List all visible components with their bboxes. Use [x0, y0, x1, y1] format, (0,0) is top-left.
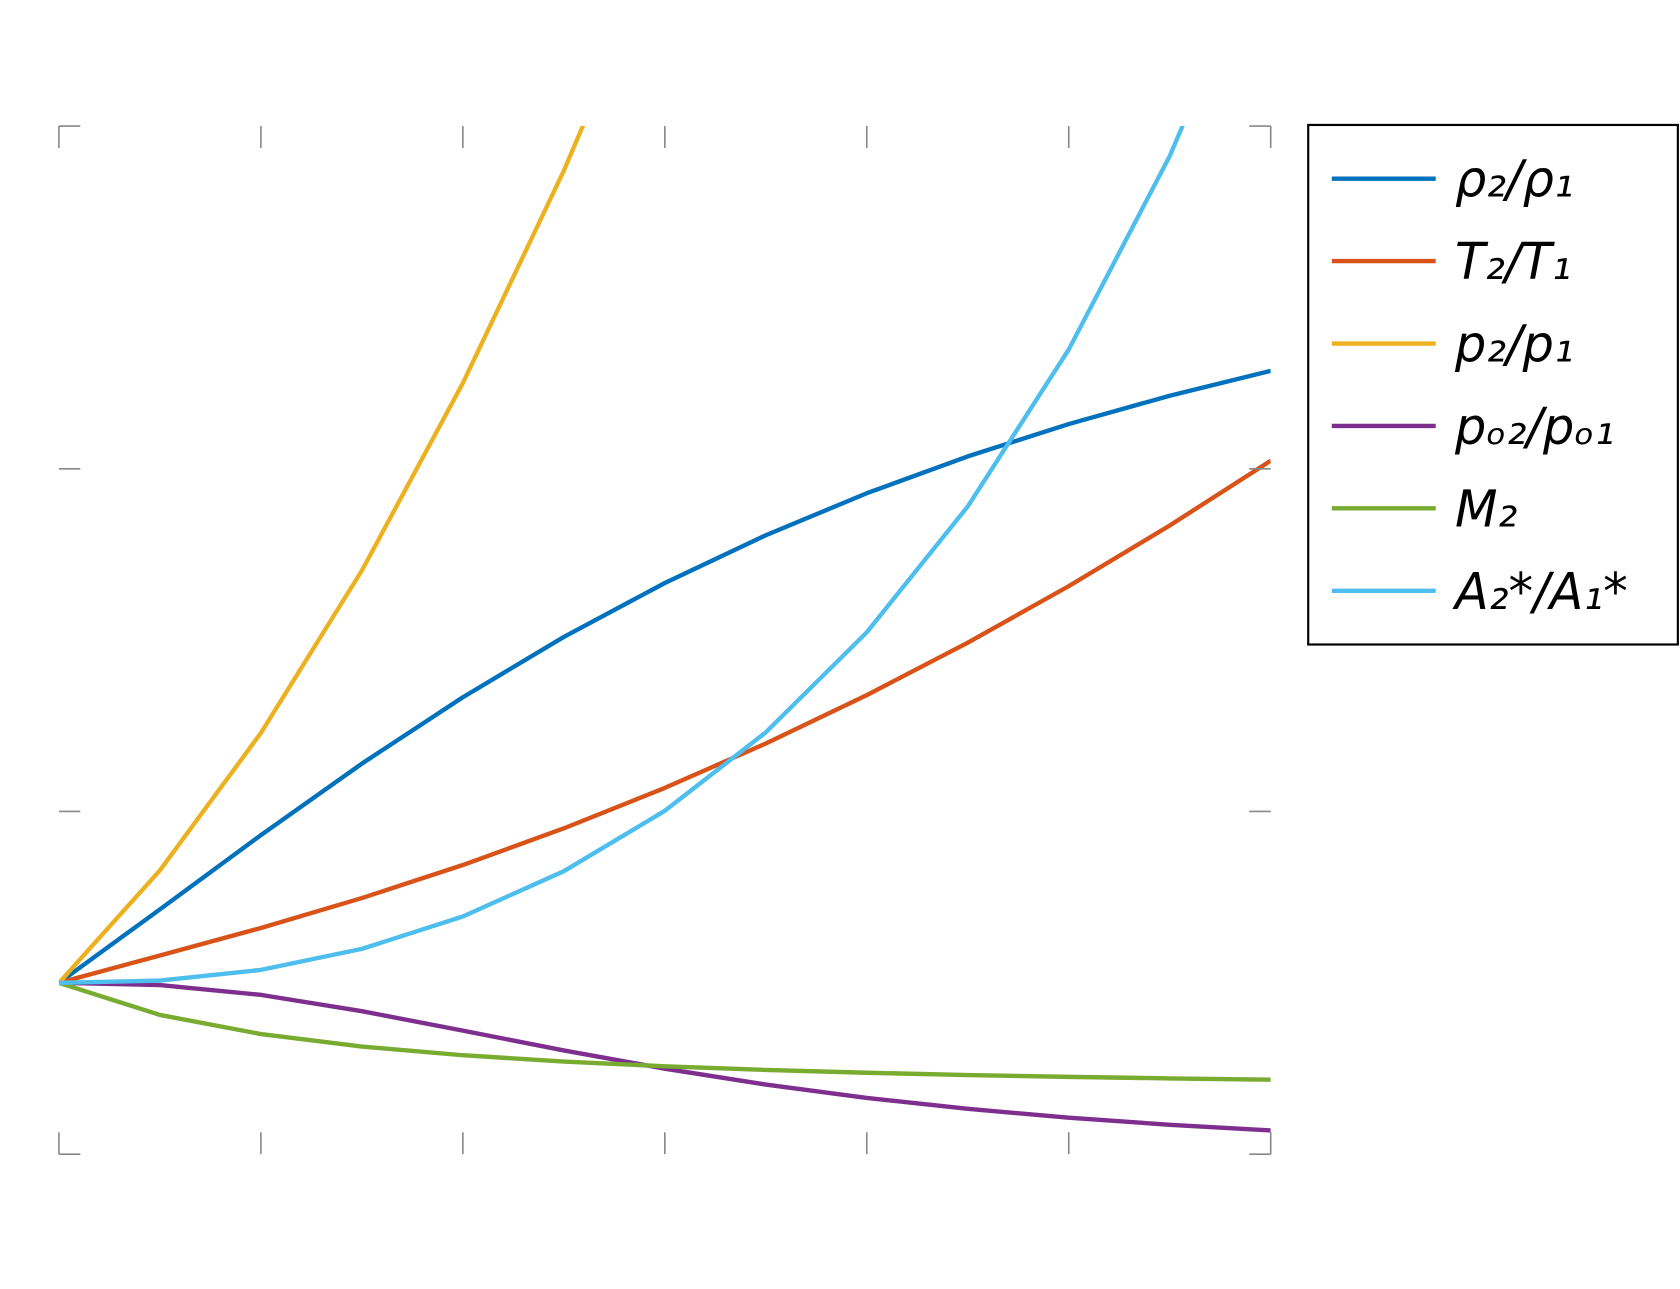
series-line [58, 980, 1271, 1082]
legend [1307, 123, 1679, 646]
plot-area [58, 126, 1271, 1133]
series-line [58, 368, 1271, 985]
legend-label: pₒ₂/pₒ₁ [1454, 397, 1614, 456]
legend-label: ρ₂/ρ₁ [1455, 150, 1574, 209]
series-line [58, 458, 1271, 985]
legend-label: M₂ [1455, 480, 1517, 539]
series-line [58, 980, 1271, 1133]
legend-label: T₂/T₁ [1455, 233, 1571, 292]
series-line [58, 126, 1185, 986]
legend-label: p₂/p₁ [1454, 315, 1574, 374]
legend-label: A₂*/A₁* [1452, 562, 1628, 621]
series-line [58, 126, 586, 985]
